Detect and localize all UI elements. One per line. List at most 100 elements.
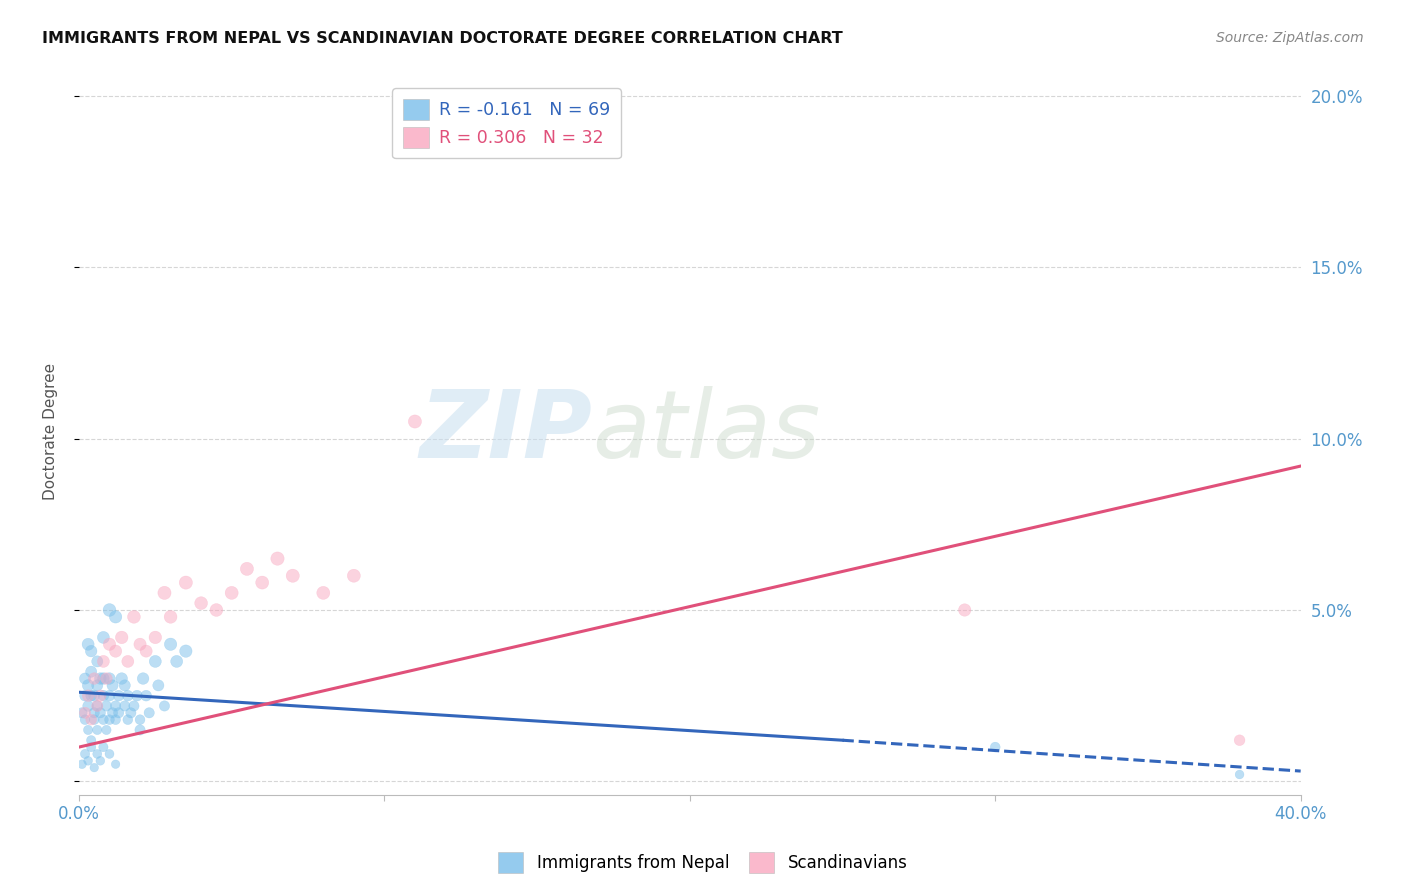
Point — [117, 713, 139, 727]
Point — [250, 575, 273, 590]
Point — [120, 706, 142, 720]
Legend: R = -0.161   N = 69, R = 0.306   N = 32: R = -0.161 N = 69, R = 0.306 N = 32 — [392, 88, 621, 158]
Point — [129, 637, 152, 651]
Point — [104, 610, 127, 624]
Point — [73, 713, 96, 727]
Point — [132, 672, 155, 686]
Point — [114, 678, 136, 692]
Point — [101, 678, 124, 692]
Point — [77, 723, 100, 737]
Point — [117, 689, 139, 703]
Point — [266, 551, 288, 566]
Point — [122, 610, 145, 624]
Point — [153, 698, 176, 713]
Point — [98, 672, 121, 686]
Point — [86, 698, 108, 713]
Point — [1229, 733, 1251, 747]
Point — [77, 754, 100, 768]
Point — [80, 733, 103, 747]
Point — [174, 644, 197, 658]
Point — [83, 689, 105, 703]
Point — [129, 723, 152, 737]
Point — [80, 689, 103, 703]
Point — [221, 586, 243, 600]
Point — [96, 672, 118, 686]
Point — [86, 723, 108, 737]
Point — [1229, 767, 1251, 781]
Point — [107, 689, 129, 703]
Point — [143, 654, 166, 668]
Point — [89, 706, 111, 720]
Point — [953, 603, 976, 617]
Point — [86, 678, 108, 692]
Point — [93, 713, 115, 727]
Point — [96, 698, 118, 713]
Text: ZIP: ZIP — [419, 386, 592, 478]
Point — [148, 678, 170, 692]
Point — [236, 562, 259, 576]
Point — [93, 654, 115, 668]
Point — [89, 689, 111, 703]
Point — [70, 757, 93, 772]
Point — [98, 747, 121, 761]
Point — [111, 631, 134, 645]
Point — [83, 713, 105, 727]
Point — [159, 637, 181, 651]
Point — [312, 586, 335, 600]
Point — [77, 678, 100, 692]
Point — [73, 706, 96, 720]
Point — [77, 637, 100, 651]
Point — [73, 689, 96, 703]
Point — [526, 106, 548, 120]
Point — [129, 713, 152, 727]
Point — [98, 713, 121, 727]
Point — [86, 654, 108, 668]
Point — [104, 757, 127, 772]
Point — [80, 644, 103, 658]
Point — [984, 740, 1007, 755]
Point — [80, 740, 103, 755]
Point — [404, 415, 426, 429]
Point — [83, 761, 105, 775]
Point — [83, 706, 105, 720]
Point — [281, 568, 304, 582]
Point — [98, 637, 121, 651]
Point — [98, 689, 121, 703]
Point — [86, 698, 108, 713]
Point — [174, 575, 197, 590]
Point — [80, 713, 103, 727]
Point — [104, 713, 127, 727]
Point — [70, 706, 93, 720]
Point — [153, 586, 176, 600]
Text: atlas: atlas — [592, 386, 820, 477]
Y-axis label: Doctorate Degree: Doctorate Degree — [44, 363, 58, 500]
Point — [93, 740, 115, 755]
Legend: Immigrants from Nepal, Scandinavians: Immigrants from Nepal, Scandinavians — [492, 846, 914, 880]
Point — [96, 723, 118, 737]
Point — [138, 706, 160, 720]
Point — [73, 747, 96, 761]
Point — [77, 698, 100, 713]
Point — [159, 610, 181, 624]
Point — [104, 644, 127, 658]
Point — [114, 698, 136, 713]
Point — [89, 672, 111, 686]
Point — [117, 654, 139, 668]
Point — [107, 706, 129, 720]
Point — [143, 631, 166, 645]
Text: Source: ZipAtlas.com: Source: ZipAtlas.com — [1216, 31, 1364, 45]
Point — [86, 747, 108, 761]
Point — [80, 665, 103, 679]
Point — [166, 654, 188, 668]
Point — [125, 689, 148, 703]
Point — [135, 644, 157, 658]
Point — [104, 698, 127, 713]
Text: IMMIGRANTS FROM NEPAL VS SCANDINAVIAN DOCTORATE DEGREE CORRELATION CHART: IMMIGRANTS FROM NEPAL VS SCANDINAVIAN DO… — [42, 31, 844, 46]
Point — [101, 706, 124, 720]
Point — [122, 698, 145, 713]
Point — [93, 631, 115, 645]
Point — [205, 603, 228, 617]
Point — [73, 672, 96, 686]
Point — [77, 689, 100, 703]
Point — [190, 596, 212, 610]
